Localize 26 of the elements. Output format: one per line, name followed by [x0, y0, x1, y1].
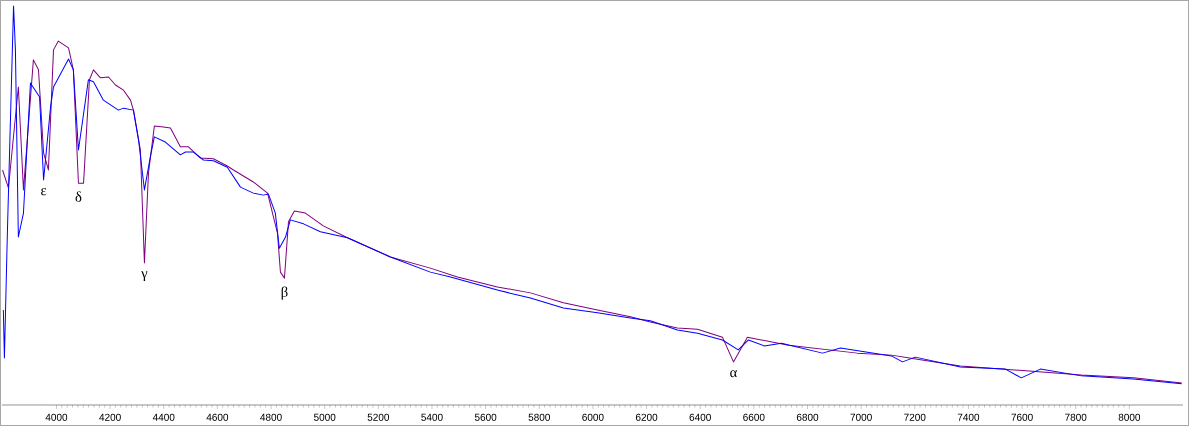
x-tick-label: 6000 [582, 413, 604, 421]
x-tick-label: 5000 [313, 413, 336, 421]
x-tick-label: 4200 [99, 413, 121, 421]
annotation: α [730, 370, 737, 378]
annotation: ε [41, 188, 47, 196]
x-tick-label: 6400 [689, 413, 711, 421]
x-tick-label: 5800 [528, 413, 550, 421]
x-tick-label: 7800 [1065, 413, 1087, 421]
x-tick-label: 6800 [796, 413, 819, 421]
x-tick-label: 4600 [206, 413, 229, 421]
x-tick-label: 4000 [45, 413, 68, 421]
x-tick-label: 5600 [474, 413, 497, 421]
x-tick-label: 5400 [421, 413, 443, 421]
annotation: β [281, 286, 288, 300]
x-tick-label: 8000 [1118, 413, 1141, 421]
x-tick-label: 6200 [635, 413, 658, 421]
x-tick-label: 7200 [904, 413, 926, 421]
annotation: γ [141, 271, 148, 282]
x-tick-label: 7600 [1011, 413, 1033, 421]
x-tick-label: 4800 [260, 413, 282, 421]
x-tick-label: 5200 [367, 413, 390, 421]
x-tick-label: 4400 [152, 413, 175, 421]
x-tick-label: 7400 [957, 413, 980, 421]
annotation: δ [75, 191, 82, 202]
x-tick-label: 7000 [850, 413, 872, 421]
x-tick-label: 6600 [743, 413, 765, 421]
